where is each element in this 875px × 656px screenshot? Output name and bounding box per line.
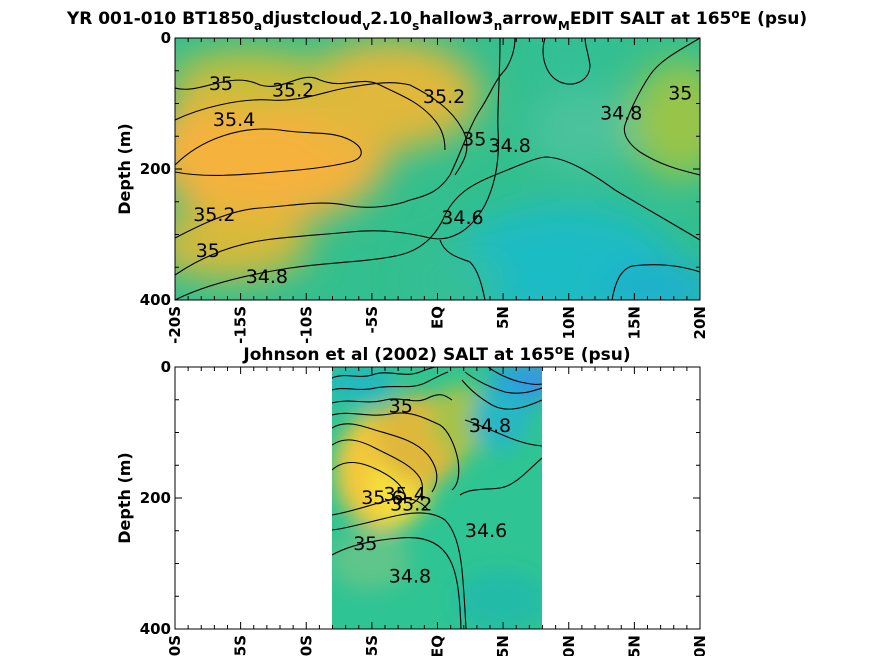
title-part: E (psu) [563, 345, 630, 365]
title-part: s [412, 19, 419, 33]
contour-label: 35 [462, 129, 486, 151]
title-part: o [731, 7, 739, 21]
title-part: EDIT SALT at 165 [570, 9, 732, 29]
x-tick-label: 15N [625, 635, 643, 656]
axis-ticks-observed [174, 366, 701, 630]
x-tick-label: -10S [297, 635, 315, 656]
contour-label: 34.8 [600, 102, 642, 124]
contour-label: 35 [196, 240, 220, 262]
y-tick-label: 400 [140, 620, 171, 638]
y-tick-label: 200 [140, 160, 171, 178]
contour-lines-model [175, 38, 700, 300]
x-tick-label: 10N [560, 635, 578, 656]
y-tick-labels-observed: 0 200 400 [140, 358, 171, 638]
contour-label: 34.6 [441, 207, 483, 229]
contour-label: 35 [353, 533, 377, 555]
x-tick-label: 5N [494, 306, 512, 329]
x-tick-label: 15N [625, 306, 643, 339]
salinity-field-observed [332, 367, 542, 629]
x-tick-label: -15S [232, 306, 250, 344]
contour-label: 35.6 [361, 487, 403, 509]
x-tick-label: EQ [429, 635, 447, 656]
contour-label: 34.6 [465, 520, 507, 542]
title-part: Johnson et al (2002) SALT at 165 [242, 345, 555, 365]
title-part: arrow [502, 9, 558, 29]
title-part: M [558, 19, 570, 33]
y-tick-label: 0 [161, 29, 171, 47]
contour-label: 35 [668, 83, 692, 105]
contour-label: 34.8 [246, 266, 288, 288]
chart-panel-model: YR 001-010 BT1850adjustcloudv2.10shallow… [66, 7, 807, 344]
x-tick-label: -15S [232, 635, 250, 656]
x-tick-label: -10S [297, 306, 315, 344]
y-tick-label: 200 [140, 489, 171, 507]
contour-label: 35 [209, 73, 233, 95]
title-part: 2.10 [370, 9, 412, 29]
x-tick-label: -20S [166, 635, 184, 656]
x-tick-label: 20N [691, 306, 709, 339]
x-tick-labels-observed: -20S -15S -10S -5S EQ 5N 10N 15N 20N [166, 635, 709, 656]
contour-label: 34.8 [469, 415, 511, 437]
x-tick-label: -5S [363, 635, 381, 656]
y-tick-labels-model: 0 200 400 [140, 29, 171, 309]
contour-label: 35.4 [384, 484, 426, 506]
x-tick-labels-model: -20S -15S -10S -5S EQ 5N 10N 15N 20N [166, 306, 709, 344]
x-tick-label: -20S [166, 306, 184, 344]
y-tick-label: 0 [161, 358, 171, 376]
title-part: a [254, 19, 262, 33]
salinity-field-model [175, 38, 700, 300]
y-tick-label: 400 [140, 291, 171, 309]
chart-title-observed: Johnson et al (2002) SALT at 165oE (psu) [242, 343, 630, 365]
chart-title-model: YR 001-010 BT1850adjustcloudv2.10shallow… [66, 7, 807, 33]
contour-label: 35.2 [193, 204, 235, 226]
contour-label: 34.8 [389, 566, 431, 588]
title-part: djustcloud [262, 9, 362, 29]
title-part: v [362, 19, 370, 33]
y-axis-label-model: Depth (m) [115, 123, 134, 215]
contour-label: 34.8 [489, 135, 531, 157]
contour-lines-observed [332, 367, 542, 629]
contour-label: 35.2 [390, 494, 432, 516]
x-tick-label: -5S [363, 306, 381, 333]
title-part: YR 001-010 BT1850 [66, 9, 254, 29]
contour-label: 35 [389, 395, 413, 417]
contour-label: 35.4 [213, 109, 255, 131]
axis-ticks-model [174, 37, 701, 301]
contour-label: 35.2 [272, 79, 314, 101]
chart-panel-observed: Johnson et al (2002) SALT at 165oE (psu) [115, 343, 709, 656]
x-tick-label: EQ [429, 306, 447, 329]
contour-labels-observed: 35 34.8 35.635.435.2 35 34.6 34.8 [353, 395, 511, 587]
title-part: hallow3 [419, 9, 493, 29]
contour-label: 35.2 [423, 86, 465, 108]
title-part: E (psu) [740, 9, 807, 29]
title-part: o [555, 343, 563, 357]
x-tick-label: 10N [560, 306, 578, 339]
x-tick-label: 5N [494, 635, 512, 656]
x-tick-label: 20N [691, 635, 709, 656]
y-axis-label-observed: Depth (m) [115, 452, 134, 544]
title-part: n [494, 19, 503, 33]
